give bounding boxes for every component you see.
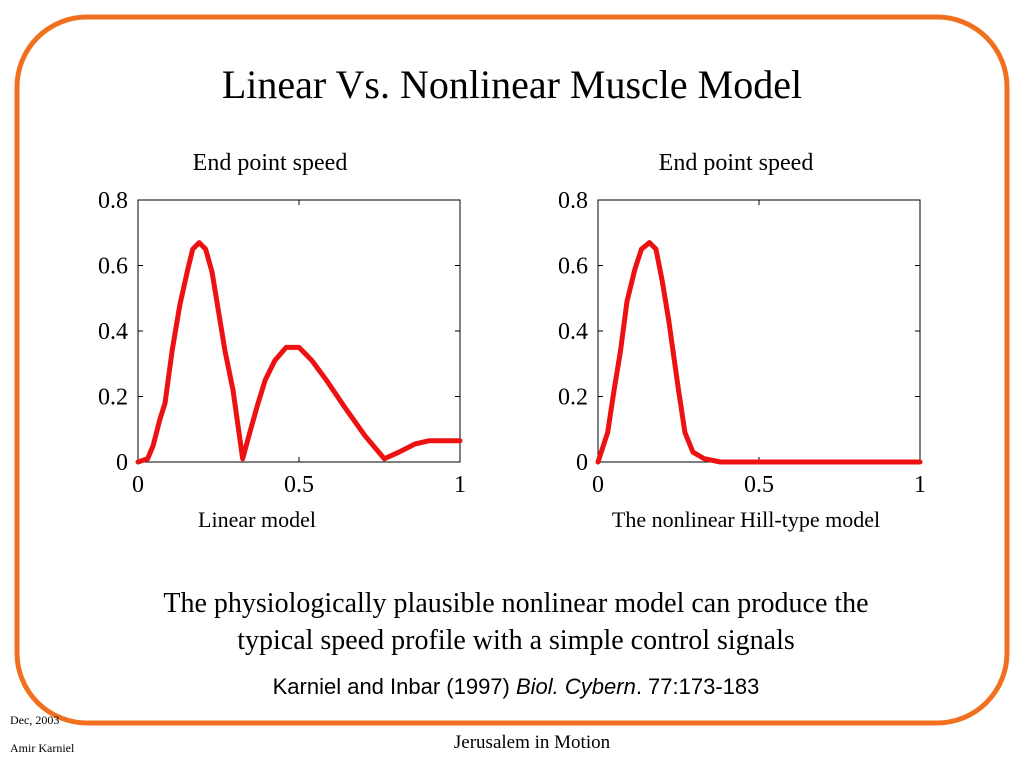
y-tick-label: 0.6: [558, 254, 588, 280]
body-text: The physiologically plausible nonlinear …: [163, 588, 868, 619]
x-tick-label: 0.5: [284, 472, 314, 498]
y-tick-label: 0.4: [558, 319, 588, 345]
plot-frame: [597, 199, 921, 463]
chart-title: End point speed: [659, 150, 814, 176]
y-tick-label: 0.4: [98, 319, 128, 345]
y-tick-label: 0.2: [98, 385, 128, 411]
footer-author: Amir Karniel: [10, 741, 75, 755]
x-tick-label: 1: [454, 472, 466, 498]
x-tick-label: 0: [592, 472, 604, 498]
x-tick-label: 0: [132, 472, 144, 498]
x-tick-label: 0.5: [744, 472, 774, 498]
x-tick-label: 1: [914, 472, 926, 498]
citation-pages: . 77:173-183: [636, 674, 760, 699]
chart-title: End point speed: [193, 150, 348, 176]
footer-date: Dec, 2003: [10, 713, 59, 727]
y-tick-label: 0: [576, 450, 588, 476]
data-line: [595, 240, 923, 465]
slide-title: Linear Vs. Nonlinear Muscle Model: [222, 62, 802, 107]
citation-journal: Biol. Cybern: [516, 674, 636, 699]
body-text: typical speed profile with a simple cont…: [237, 625, 795, 656]
plot-frame: [137, 199, 461, 463]
y-tick-label: 0.8: [98, 188, 128, 214]
slide-border: [14, 14, 1010, 726]
y-tick-label: 0.8: [558, 188, 588, 214]
y-tick-label: 0: [116, 450, 128, 476]
x-axis-label: The nonlinear Hill-type model: [612, 507, 880, 532]
citation: Karniel and Inbar (1997) Biol. Cybern. 7…: [273, 674, 760, 699]
y-tick-label: 0.6: [98, 254, 128, 280]
y-tick-label: 0.2: [558, 385, 588, 411]
data-line: [135, 240, 463, 465]
x-axis-label: Linear model: [198, 507, 316, 532]
footer-center: Jerusalem in Motion: [454, 732, 611, 753]
citation-authors: Karniel and Inbar (1997): [273, 674, 516, 699]
